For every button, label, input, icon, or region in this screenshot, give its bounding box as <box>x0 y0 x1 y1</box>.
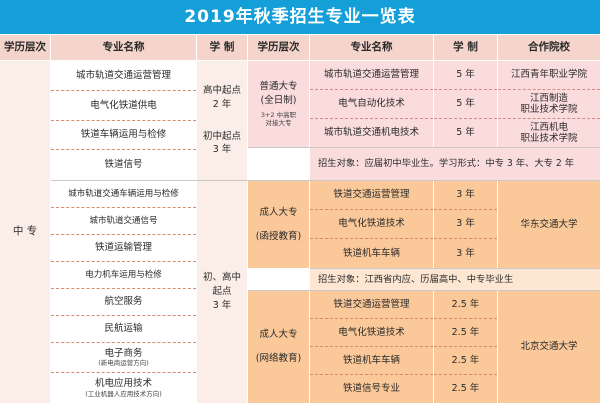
table-row-duration: 2.5 年 <box>434 319 497 347</box>
row-divider <box>248 290 600 291</box>
table-row-major: 城市轨道交通运营管理 <box>310 61 433 90</box>
block3-level-line2: (网络教育) <box>255 353 302 364</box>
table-row-major: 电气化铁道技术 <box>310 319 433 347</box>
block1-level-note2: 对接大专 <box>265 118 292 127</box>
major-ecommerce-note: (新电商运营方向) <box>98 359 149 368</box>
duration-years-2: 2 年 <box>212 98 232 110</box>
list-item: 民航运输 <box>51 316 196 343</box>
block3-partner: 北京交通大学 <box>498 291 600 403</box>
table-row-major: 电气自动化技术 <box>310 90 433 119</box>
table-row-duration: 3 年 <box>434 181 497 210</box>
header-partner: 合作院校 <box>498 35 600 60</box>
duration-start-junior: 初中起点 <box>202 130 241 142</box>
table-row-major: 电气化铁道技术 <box>310 210 433 239</box>
level-zhongzhuan: 中 专 <box>0 61 50 403</box>
block2-level: 成人大专 (函授教育) <box>248 181 309 268</box>
partner-line1: 江西机电 <box>529 121 568 133</box>
page-title: 2019年秋季招生专业一览表 <box>0 0 600 34</box>
duration-start-line2: 起点 <box>212 286 232 298</box>
list-item: 铁道运输管理 <box>51 235 196 262</box>
table-row-major: 铁道交通运营管理 <box>310 181 433 210</box>
table-row-duration: 5 年 <box>434 61 497 90</box>
header-level-2: 学历层次 <box>248 35 309 60</box>
block3-level: 成人大专 (网络教育) <box>248 291 309 403</box>
group1-duration: 高中起点 2 年 初中起点 3 年 <box>197 61 247 180</box>
table-row-duration: 2.5 年 <box>434 375 497 403</box>
table-row-duration: 2.5 年 <box>434 347 497 375</box>
block2-note: 招生对象：江西省内应、历届高中、中专毕业生 <box>310 269 600 290</box>
group2-duration: 初、高中 起点 3 年 <box>197 181 247 403</box>
table-row-partner: 江西机电 职业技术学院 <box>498 119 600 147</box>
block1-level-line1: 普通大专 <box>259 81 298 93</box>
list-item: 电气化铁道供电 <box>51 91 196 121</box>
header-major-2: 专业名称 <box>310 35 433 60</box>
list-item: 铁道车辆运用与检修 <box>51 121 196 150</box>
table-row-duration: 3 年 <box>434 239 497 268</box>
list-item: 铁道信号 <box>104 159 143 171</box>
table-row-duration: 3 年 <box>434 210 497 239</box>
list-item: 城市轨道交通信号 <box>51 208 196 235</box>
major-ecommerce: 电子商务 <box>104 347 143 359</box>
table-row-partner: 江西制造 职业技术学院 <box>498 90 600 119</box>
header-duration: 学 制 <box>197 35 247 60</box>
block2-partner: 华东交通大学 <box>498 181 600 268</box>
row-divider <box>248 147 600 148</box>
block3-level-line1: 成人大专 <box>259 329 298 341</box>
header-duration-2: 学 制 <box>434 35 497 60</box>
duration-years: 3 年 <box>212 299 232 311</box>
list-item: 城市轨道交通运营管理 <box>51 61 196 91</box>
duration-start-line1: 初、高中 <box>202 272 241 284</box>
table-row-major: 城市轨道交通机电技术 <box>310 119 433 147</box>
table-row-duration: 5 年 <box>434 119 497 147</box>
row-divider <box>310 268 600 269</box>
block1-level: 普通大专 (全日制) 3+2 中高职 对接大专 <box>248 61 309 147</box>
list-item: 电力机车运用与检修 <box>51 262 196 289</box>
block1-note: 招生对象：应届初中毕业生。学习形式：中专 3 年、大专 2 年 <box>310 148 600 180</box>
major-mech: 机电应用技术 <box>94 378 152 390</box>
partner-line2: 职业技术学院 <box>520 104 578 115</box>
duration-start-high: 高中起点 <box>202 84 241 96</box>
list-item: 航空服务 <box>51 289 196 316</box>
table-row-duration: 2.5 年 <box>434 291 497 319</box>
duration-years-3: 3 年 <box>212 144 232 156</box>
block2-level-line2: (函授教育) <box>255 230 302 242</box>
header-level: 学历层次 <box>0 35 50 60</box>
block1-level-note1: 3+2 中高职 <box>260 110 297 119</box>
list-item-ecommerce: 电子商务 (新电商运营方向) <box>51 343 196 373</box>
list-item: 城市轨道交通车辆运用与检修 <box>51 181 196 208</box>
table-row-major: 铁道交通运营管理 <box>310 291 433 319</box>
header-major: 专业名称 <box>51 35 196 60</box>
table-row-duration: 5 年 <box>434 90 497 119</box>
major-mech-note: (工业机器人应用技术方向) <box>85 389 162 398</box>
table-row-major: 铁道机车车辆 <box>310 239 433 268</box>
row-divider <box>51 180 600 181</box>
table-row-major: 铁道信号专业 <box>310 375 433 403</box>
partner-line2: 职业技术学院 <box>520 133 578 144</box>
table-row-partner: 江西青年职业学院 <box>498 61 600 90</box>
list-item-mech: 机电应用技术 (工业机器人应用技术方向) <box>51 373 196 403</box>
group2-majors <box>51 181 196 403</box>
table-row-major: 铁道机车车辆 <box>310 347 433 375</box>
block1-level-line2: (全日制) <box>260 95 297 107</box>
partner-line1: 江西制造 <box>529 92 568 104</box>
block2-level-line1: 成人大专 <box>259 206 298 218</box>
